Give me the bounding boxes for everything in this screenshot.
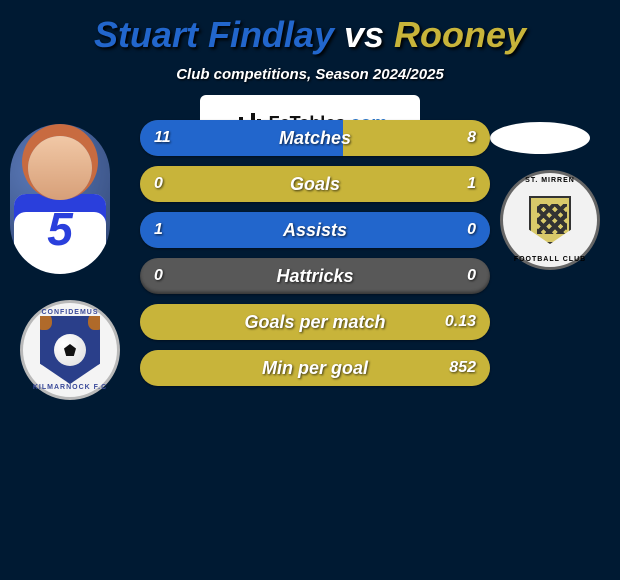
club1-crest: CONFIDEMUS KILMARNOCK F.C xyxy=(20,300,120,400)
player1-portrait: 5 xyxy=(10,124,110,274)
club1-crest-text-bottom: KILMARNOCK F.C xyxy=(23,384,117,391)
club2-crest-shield xyxy=(529,196,571,244)
stat-bar-assists: 10Assists xyxy=(140,212,490,248)
stat-label: Matches xyxy=(140,120,490,156)
stat-bar-goals-per-match: 0.13Goals per match xyxy=(140,304,490,340)
stat-label: Goals per match xyxy=(140,304,490,340)
stat-label: Hattricks xyxy=(140,258,490,294)
club2-crest-text-top: ST. MIRREN xyxy=(503,177,597,184)
stat-bar-hattricks: 00Hattricks xyxy=(140,258,490,294)
season-subtitle: Club competitions, Season 2024/2025 xyxy=(0,66,620,83)
comparison-title: Stuart Findlay vs Rooney xyxy=(0,14,620,56)
club2-crest: ST. MIRREN FOOTBALL CLUB xyxy=(500,170,600,270)
stat-bar-matches: 118Matches xyxy=(140,120,490,156)
player2-portrait-placeholder xyxy=(490,122,590,154)
club1-crest-shield xyxy=(40,316,100,384)
stat-label: Goals xyxy=(140,166,490,202)
club2-crest-text-bottom: FOOTBALL CLUB xyxy=(503,256,597,263)
club1-crest-text-top: CONFIDEMUS xyxy=(23,309,117,316)
football-icon xyxy=(54,334,86,366)
stat-bar-goals: 01Goals xyxy=(140,166,490,202)
stat-label: Min per goal xyxy=(140,350,490,386)
player2-name: Rooney xyxy=(394,14,526,55)
stat-bar-min-per-goal: 852Min per goal xyxy=(140,350,490,386)
vs-text: vs xyxy=(344,14,384,55)
player1-name: Stuart Findlay xyxy=(94,14,334,55)
player1-jersey-number: 5 xyxy=(30,202,90,256)
stat-label: Assists xyxy=(140,212,490,248)
stats-bars: 118Matches 01Goals 10Assists 00Hattricks 0.1… xyxy=(140,120,490,396)
